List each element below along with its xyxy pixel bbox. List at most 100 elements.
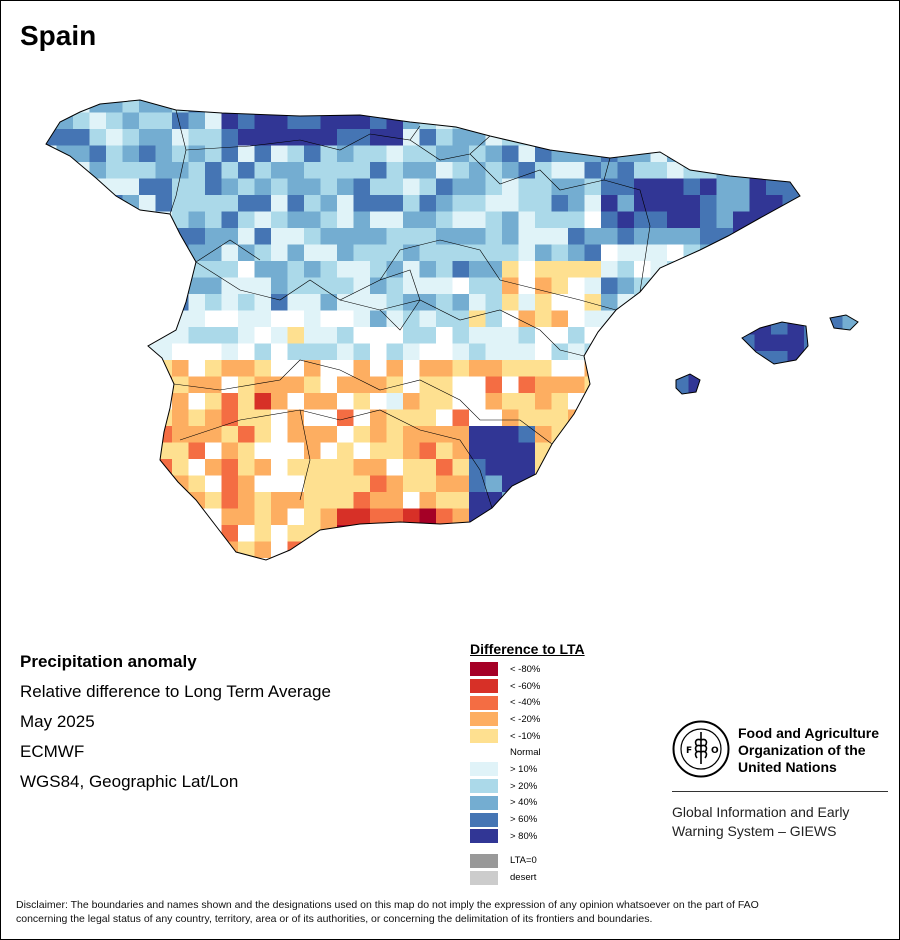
anomaly-cell bbox=[733, 343, 750, 361]
anomaly-cell bbox=[799, 294, 800, 311]
anomaly-cell bbox=[733, 426, 750, 443]
anomaly-cell bbox=[337, 409, 354, 427]
anomaly-cell bbox=[452, 343, 470, 361]
anomaly-cell bbox=[601, 162, 618, 179]
anomaly-cell bbox=[650, 228, 668, 245]
anomaly-cell bbox=[733, 525, 750, 542]
anomaly-cell bbox=[782, 294, 800, 311]
anomaly-cell bbox=[551, 310, 569, 328]
anomaly-cell bbox=[139, 162, 156, 179]
anomaly-cell bbox=[73, 376, 90, 394]
anomaly-cell bbox=[254, 294, 272, 311]
anomaly-cell bbox=[89, 475, 107, 493]
anomaly-cell bbox=[370, 112, 387, 130]
anomaly-cell bbox=[337, 475, 354, 493]
anomaly-cell bbox=[46, 162, 57, 179]
anomaly-cell bbox=[155, 343, 173, 361]
anomaly-cell bbox=[353, 228, 371, 245]
anomaly-cell bbox=[238, 294, 255, 311]
anomaly-cell bbox=[155, 261, 173, 278]
anomaly-cell bbox=[749, 376, 767, 394]
anomaly-cell bbox=[436, 360, 453, 377]
anomaly-cell bbox=[254, 112, 272, 130]
anomaly-cell bbox=[738, 368, 755, 385]
anomaly-cell bbox=[535, 129, 552, 146]
anomaly-cell bbox=[634, 195, 651, 212]
anomaly-cell bbox=[139, 178, 156, 196]
anomaly-cell bbox=[287, 327, 305, 344]
anomaly-cell bbox=[254, 393, 272, 410]
anomaly-cell bbox=[584, 459, 602, 476]
anomaly-cell bbox=[634, 228, 651, 245]
anomaly-cell bbox=[221, 343, 239, 361]
anomaly-cell bbox=[782, 393, 800, 410]
anomaly-cell bbox=[106, 211, 123, 229]
anomaly-cell bbox=[617, 228, 635, 245]
anomaly-cell bbox=[799, 558, 800, 560]
anomaly-cell bbox=[254, 211, 272, 229]
anomaly-cell bbox=[742, 351, 755, 364]
anomaly-cell bbox=[419, 475, 437, 493]
anomaly-cell bbox=[122, 525, 140, 542]
map-title: Spain bbox=[20, 20, 97, 51]
anomaly-cell bbox=[601, 195, 618, 212]
anomaly-cell bbox=[271, 129, 288, 146]
anomaly-cell bbox=[787, 322, 805, 335]
anomaly-cell bbox=[403, 475, 420, 493]
anomaly-cell bbox=[469, 228, 486, 245]
anomaly-cell bbox=[386, 145, 404, 163]
anomaly-cell bbox=[650, 459, 668, 476]
anomaly-cell bbox=[386, 442, 404, 460]
anomaly-cell bbox=[419, 244, 437, 262]
anomaly-cell bbox=[634, 360, 651, 377]
anomaly-cell bbox=[106, 442, 123, 460]
anomaly-cell bbox=[782, 261, 800, 278]
anomaly-cell bbox=[716, 343, 734, 361]
anomaly-cell bbox=[733, 112, 750, 130]
anomaly-cell bbox=[188, 112, 206, 130]
anomaly-cell bbox=[73, 261, 90, 278]
anomaly-cell bbox=[106, 228, 123, 245]
anomaly-cell bbox=[452, 162, 470, 179]
anomaly-cell bbox=[716, 393, 734, 410]
anomaly-cell bbox=[254, 162, 272, 179]
anomaly-cell bbox=[155, 459, 173, 476]
anomaly-cell bbox=[370, 277, 387, 295]
anomaly-cell bbox=[518, 442, 536, 460]
anomaly-cell bbox=[568, 294, 585, 311]
anomaly-cell bbox=[172, 409, 189, 427]
anomaly-cell bbox=[452, 475, 470, 493]
anomaly-cell bbox=[419, 310, 437, 328]
anomaly-cell bbox=[139, 277, 156, 295]
anomaly-cell bbox=[584, 145, 602, 163]
anomaly-cell bbox=[46, 100, 57, 113]
anomaly-cell bbox=[551, 492, 569, 509]
anomaly-cell bbox=[172, 459, 189, 476]
anomaly-cell bbox=[320, 508, 338, 526]
anomaly-cell bbox=[337, 178, 354, 196]
anomaly-cell bbox=[716, 228, 734, 245]
anomaly-cell bbox=[271, 409, 288, 427]
anomaly-cell bbox=[287, 100, 305, 113]
anomaly-cell bbox=[254, 558, 272, 560]
anomaly-cell bbox=[238, 327, 255, 344]
anomaly-cell bbox=[238, 558, 255, 560]
anomaly-cell bbox=[122, 112, 140, 130]
anomaly-cell bbox=[238, 277, 255, 295]
anomaly-cell bbox=[155, 376, 173, 394]
anomaly-cell bbox=[683, 100, 701, 113]
anomaly-cell bbox=[700, 492, 717, 509]
anomaly-cell bbox=[46, 541, 57, 559]
anomaly-cell bbox=[754, 322, 772, 335]
anomaly-cell bbox=[238, 492, 255, 509]
anomaly-cell bbox=[205, 343, 222, 361]
anomaly-cell bbox=[617, 310, 635, 328]
anomaly-cell bbox=[254, 442, 272, 460]
anomaly-cell bbox=[304, 343, 321, 361]
anomaly-cell bbox=[271, 178, 288, 196]
anomaly-cell bbox=[386, 277, 404, 295]
anomaly-cell bbox=[205, 145, 222, 163]
anomaly-cell bbox=[617, 343, 635, 361]
anomaly-cell bbox=[584, 343, 602, 361]
anomaly-cell bbox=[601, 409, 618, 427]
